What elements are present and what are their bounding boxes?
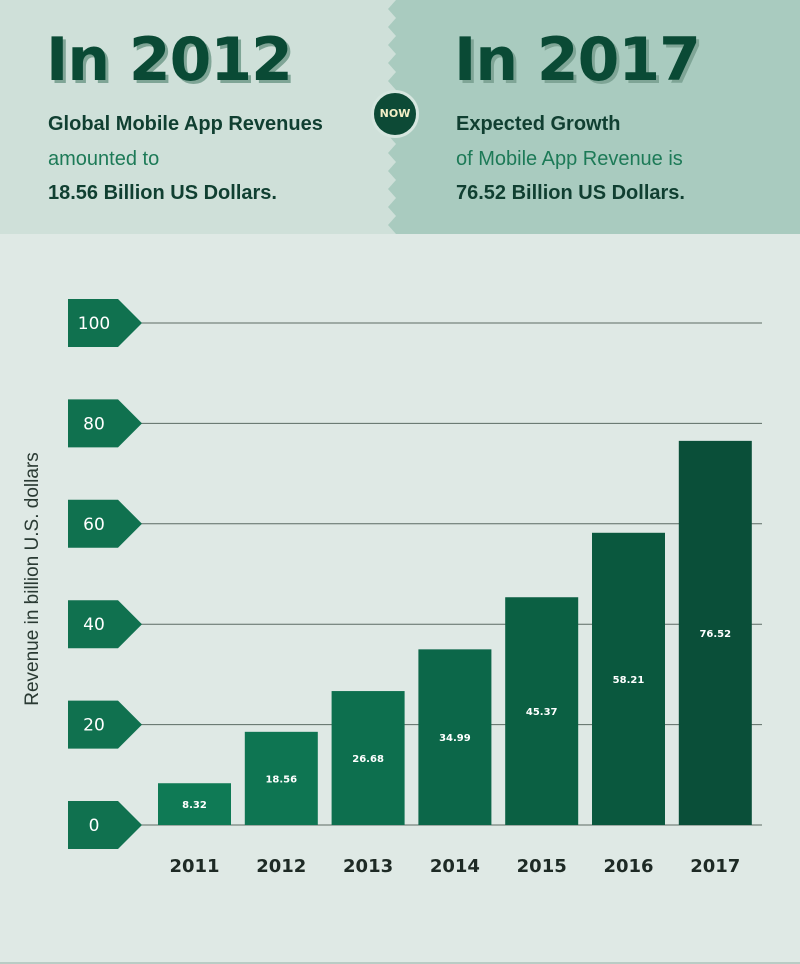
- y-tick-label-100: 100: [78, 314, 110, 334]
- y-tick-label-60: 60: [83, 515, 105, 535]
- data-label-2012: 18.56: [265, 774, 297, 785]
- y-tick-label-40: 40: [83, 615, 105, 635]
- bar-2012: [244, 731, 318, 825]
- header-banner: In 2012 Global Mobile App Revenues amoun…: [0, 0, 800, 234]
- right-line-3: 76.52 Billion US Dollars.: [456, 182, 685, 204]
- y-tick-tag-60: [68, 499, 142, 548]
- bar-2011: [158, 783, 231, 825]
- y-tick-tag-80: [68, 399, 142, 448]
- y-tick-label-20: 20: [83, 716, 105, 736]
- y-tick-tag-100: [68, 299, 142, 347]
- data-label-2013: 26.68: [352, 754, 384, 765]
- y-tick-label-0: 0: [89, 816, 100, 836]
- right-line-1: Expected Growth: [456, 113, 621, 135]
- x-axis-ticks: 2011 2012 2013 2014 2015 2016 2017: [169, 856, 740, 877]
- data-label-2015: 45.37: [526, 707, 558, 718]
- y-tick-tag-20: [68, 700, 142, 749]
- data-label-2011: 8.32: [182, 800, 207, 811]
- left-line-3: 18.56 Billion US Dollars.: [48, 182, 277, 204]
- y-axis-label: Revenue in billion U.S. dollars: [22, 452, 43, 705]
- bar-2016: [592, 532, 665, 825]
- x-tick-label-2014: 2014: [430, 856, 480, 877]
- x-tick-label-2013: 2013: [343, 856, 393, 877]
- bar-2017: [678, 440, 752, 825]
- data-label-2017: 76.52: [699, 629, 731, 640]
- bars: 8.32 18.56 26.68 34.99 45.37 58.21 76.52: [158, 440, 752, 825]
- y-tick-tag-40: [68, 600, 142, 649]
- y-tick-tag-0: [68, 801, 142, 849]
- x-tick-label-2017: 2017: [690, 856, 740, 877]
- x-tick-label-2012: 2012: [256, 856, 306, 877]
- now-badge: NOW: [371, 90, 419, 138]
- right-panel: [388, 0, 800, 234]
- x-tick-label-2015: 2015: [517, 856, 567, 877]
- x-tick-label-2016: 2016: [603, 856, 653, 877]
- left-heading: In 2012: [46, 25, 293, 95]
- data-label-2016: 58.21: [613, 675, 645, 686]
- banner-background: [0, 0, 800, 234]
- y-tick-label-80: 80: [83, 414, 105, 434]
- bar-2015: [505, 597, 579, 825]
- y-axis-ticks: 0 20 40 60 80 100: [68, 299, 142, 849]
- left-line-2: amounted to: [48, 148, 160, 170]
- bar-2013: [331, 691, 405, 825]
- right-heading: In 2017: [454, 25, 701, 95]
- left-line-1: Global Mobile App Revenues: [48, 113, 323, 135]
- revenue-bar-chart: 0 20 40 60 80 100 8.32 18.56 26.68 34.99 45.37 58.…: [0, 299, 800, 964]
- x-tick-label-2011: 2011: [169, 856, 219, 877]
- bar-2014: [418, 649, 492, 825]
- right-line-2: of Mobile App Revenue is: [456, 148, 683, 170]
- data-label-2014: 34.99: [439, 733, 471, 744]
